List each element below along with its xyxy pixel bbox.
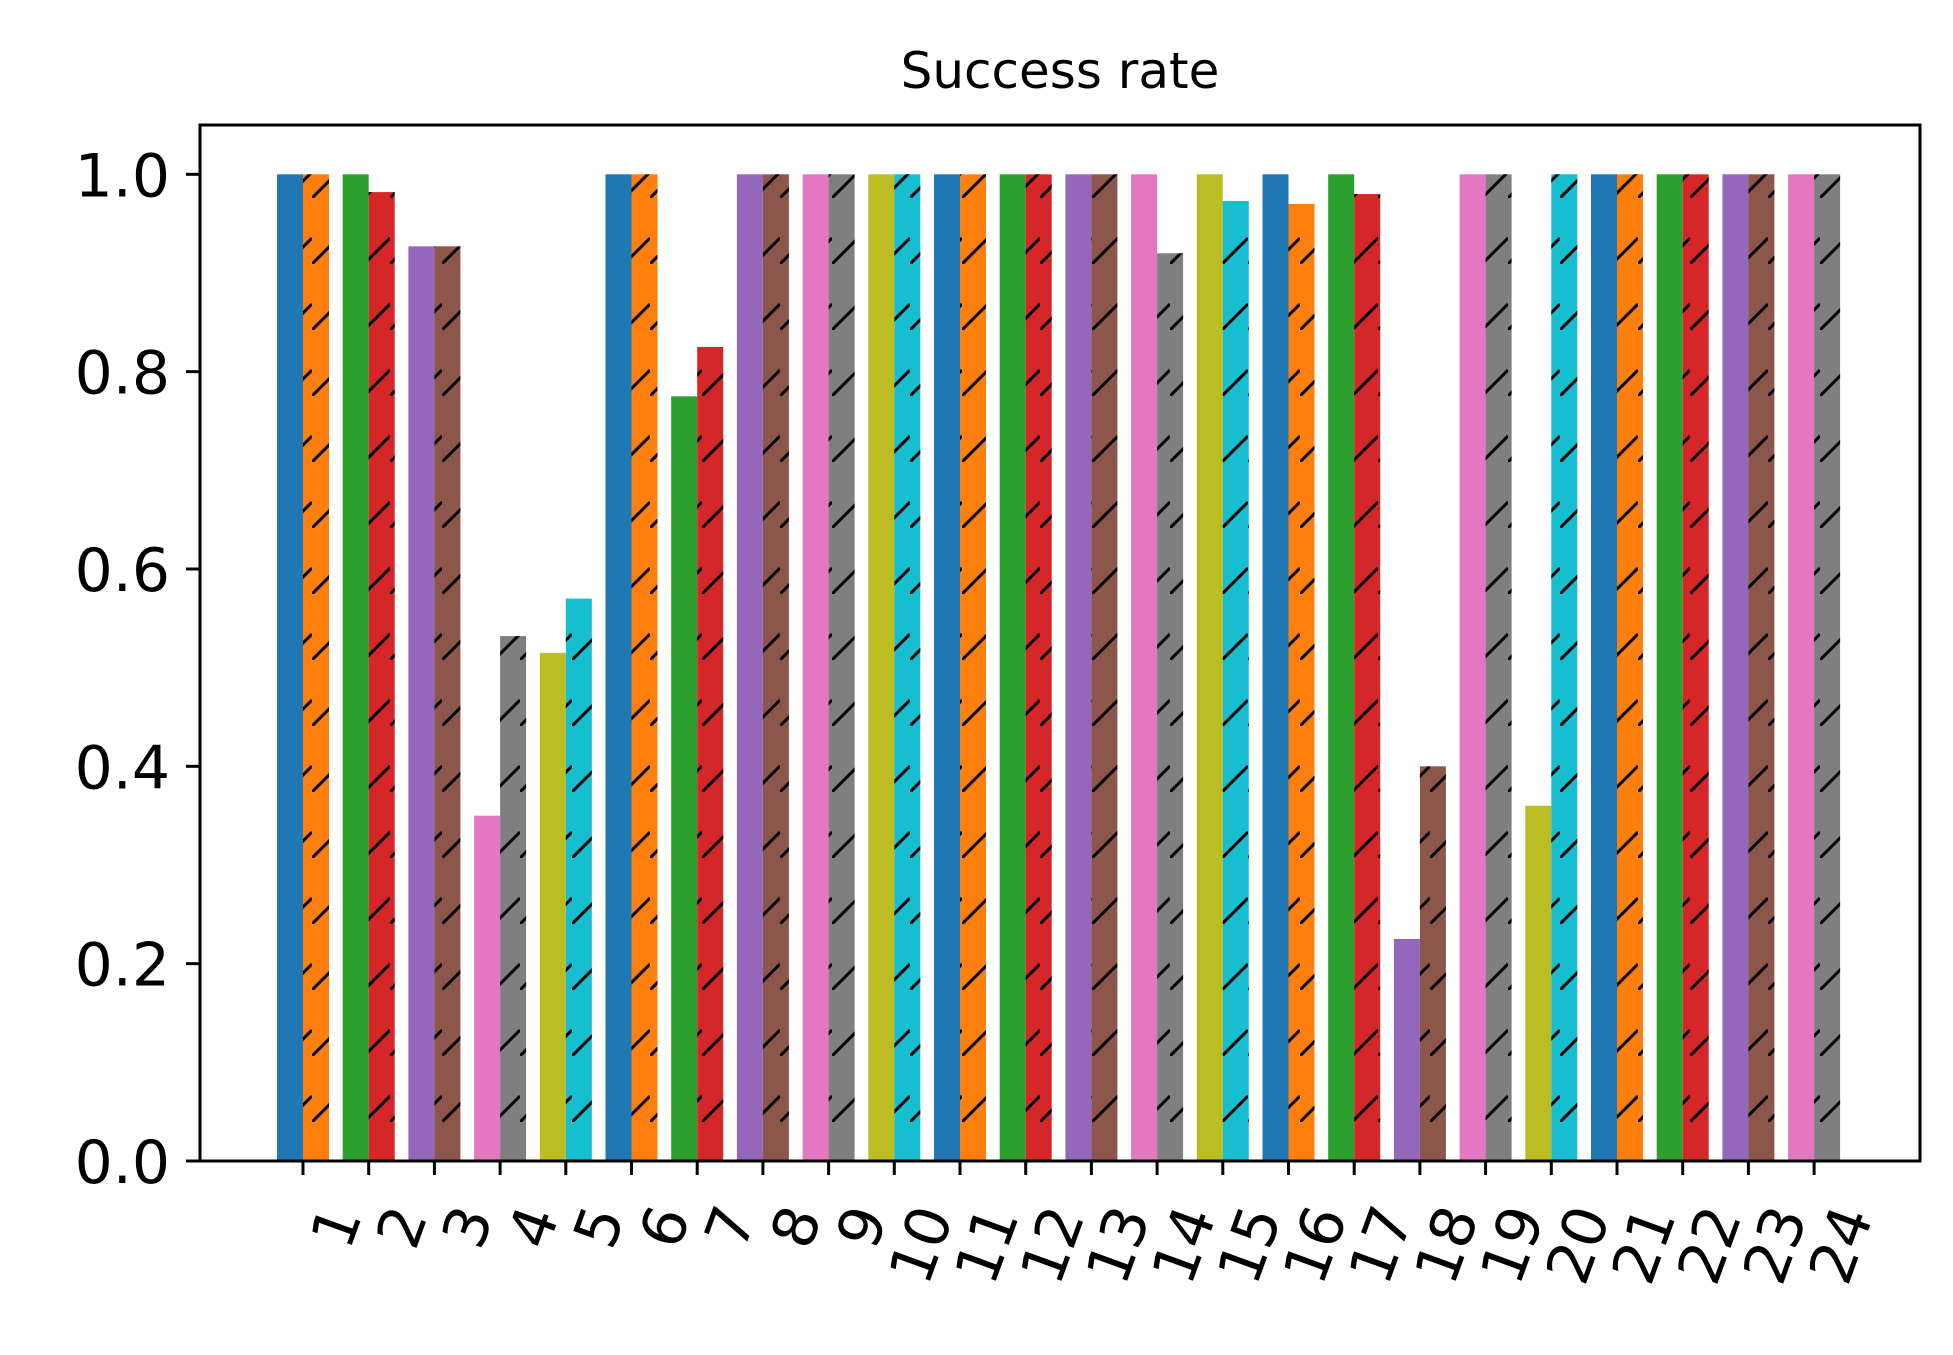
- plot-frame: [198, 123, 1922, 1163]
- bar-hatch-23: [1748, 174, 1775, 1162]
- bar-hatch-6: [631, 174, 658, 1162]
- bar-10-a: [868, 174, 895, 1162]
- bar-13-a: [1065, 174, 1092, 1162]
- bars-group: [277, 174, 1841, 1162]
- y-tick-label-0.4: 0.4: [75, 733, 170, 803]
- bar-hatch-17: [1354, 194, 1381, 1162]
- bar-hatch-11: [960, 174, 986, 1162]
- y-tick-label-0.8: 0.8: [75, 339, 170, 409]
- bar-hatch-3: [434, 246, 461, 1162]
- bar-hatch-22: [1682, 174, 1709, 1162]
- bar-hatch-1: [303, 174, 329, 1162]
- bar-hatch-5: [565, 598, 592, 1161]
- bar-5-a: [539, 652, 566, 1161]
- bar-hatch-7: [697, 347, 724, 1161]
- bar-hatch-9: [828, 174, 855, 1162]
- y-axis: 0.0 0.2 0.4 0.6 0.8 1.0: [75, 141, 200, 1198]
- bar-11-a: [934, 174, 960, 1162]
- bar-hatch-8: [762, 174, 789, 1162]
- chart-title: Success rate: [901, 42, 1220, 100]
- bar-hatch-4: [500, 636, 527, 1161]
- bar-6-a: [605, 174, 632, 1162]
- bar-21-a: [1591, 174, 1617, 1162]
- y-tick-label-1.0: 1.0: [75, 141, 170, 211]
- bar-hatch-20: [1551, 174, 1578, 1162]
- y-tick-label-0.2: 0.2: [75, 931, 170, 1001]
- bar-14-a: [1131, 174, 1158, 1162]
- bar-hatch-13: [1091, 174, 1118, 1162]
- bar-2-a: [342, 174, 369, 1162]
- bar-23-a: [1722, 174, 1749, 1162]
- bar-hatch-19: [1485, 174, 1512, 1162]
- bar-hatch-24: [1814, 174, 1841, 1162]
- bar-12-a: [999, 174, 1026, 1162]
- bar-hatch-14: [1157, 253, 1184, 1161]
- bar-17-a: [1328, 174, 1355, 1162]
- bar-hatch-12: [1025, 174, 1052, 1162]
- bar-hatch-2: [368, 192, 395, 1162]
- bar-3-a: [408, 246, 435, 1162]
- y-tick-label-0.6: 0.6: [75, 536, 170, 606]
- bar-hatch-15: [1222, 200, 1249, 1161]
- bar-hatch-18: [1419, 766, 1446, 1161]
- bar-4-a: [474, 815, 501, 1161]
- y-tick-label-0.0: 0.0: [75, 1128, 170, 1198]
- bar-hatch-21: [1617, 174, 1643, 1162]
- bar-16-a: [1262, 174, 1289, 1162]
- bar-20-a: [1525, 805, 1552, 1161]
- bar-22-a: [1656, 174, 1683, 1162]
- bar-7-a: [671, 396, 698, 1161]
- x-tick-label-24: 24: [1796, 1197, 1888, 1293]
- bar-15-a: [1196, 174, 1223, 1162]
- bar-19-a: [1459, 174, 1486, 1162]
- bar-1-a: [277, 174, 303, 1162]
- bar-9-a: [802, 174, 829, 1162]
- bar-24-a: [1788, 174, 1815, 1162]
- bar-18-a: [1393, 939, 1420, 1161]
- bar-8-a: [736, 174, 763, 1162]
- bar-hatch-16: [1288, 203, 1315, 1161]
- bar-hatch-10: [894, 174, 921, 1162]
